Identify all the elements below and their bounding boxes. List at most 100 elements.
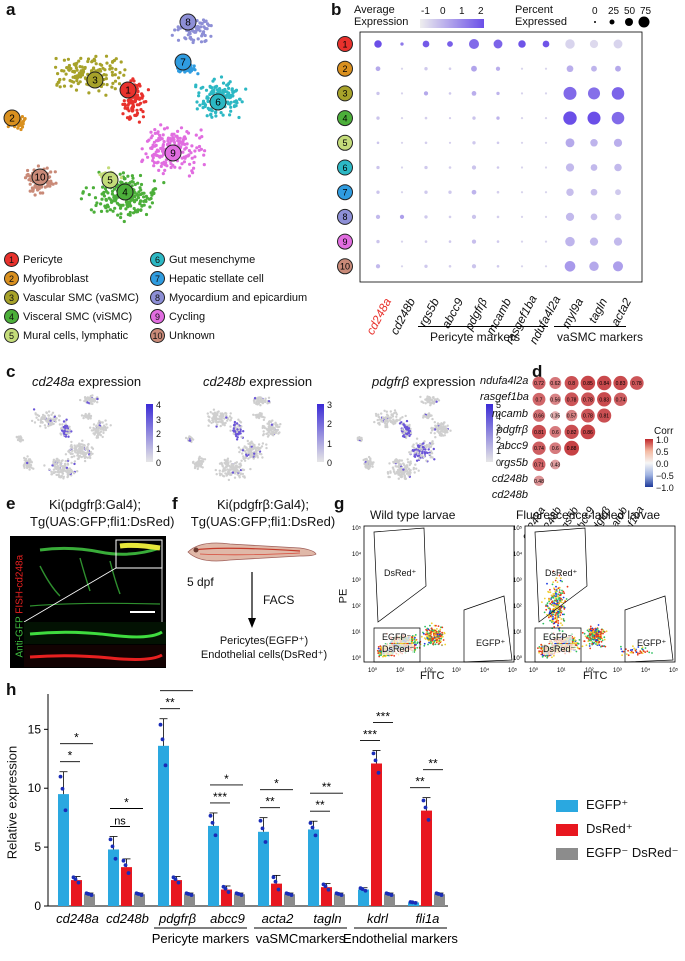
- feature-cell: [255, 446, 258, 449]
- flow-event: [438, 633, 441, 636]
- feature-cell: [431, 417, 434, 421]
- dotplot-dot: [518, 40, 526, 48]
- cluster-legend-dot: 6: [150, 252, 165, 267]
- feature-cell: [41, 415, 44, 419]
- feature-cell: [274, 429, 278, 432]
- feature-scale-tick: 1: [496, 446, 502, 457]
- feature-cell: [424, 448, 427, 451]
- umap-cell: [229, 109, 233, 113]
- feature-cell: [106, 426, 109, 429]
- feature-cell: [427, 448, 430, 451]
- dotplot-dot: [424, 116, 428, 120]
- feature-cell: [444, 425, 447, 428]
- corr-colorbar-tick: 1.0: [656, 435, 669, 445]
- umap-cell: [111, 209, 115, 213]
- dotplot-row-marker: [337, 208, 353, 225]
- umap-cell: [237, 115, 241, 120]
- feature-cell: [49, 419, 52, 422]
- umap-cell: [119, 60, 123, 64]
- flow-event: [601, 645, 603, 648]
- feature-cell: [73, 449, 76, 452]
- feature-cell: [104, 419, 107, 422]
- feature-cell: [64, 469, 67, 473]
- feature-cell: [86, 448, 90, 451]
- dotplot-dot: [496, 166, 500, 169]
- umap-cell: [197, 94, 201, 98]
- feature-cell: [78, 445, 82, 448]
- microscopy-side-label: Anti-GFP FISH-cd248a: [15, 555, 26, 658]
- feature-cell: [89, 417, 92, 420]
- corr-cell: [531, 424, 547, 439]
- flow-event: [575, 644, 578, 647]
- feature-cell: [439, 426, 442, 429]
- feature-cell: [70, 430, 73, 433]
- flow-event: [541, 650, 544, 652]
- dotplot-dot: [448, 190, 452, 194]
- feature-cell: [47, 417, 50, 420]
- dotplot-dot: [423, 91, 429, 96]
- feature-cell: [241, 452, 244, 455]
- flow-event: [435, 630, 438, 633]
- umap-cell: [174, 134, 178, 138]
- feature-plot-title: cd248a expression: [32, 374, 141, 389]
- feature-cell: [228, 415, 232, 418]
- feature-cell: [94, 429, 98, 432]
- flow-event: [573, 642, 575, 645]
- feature-cell: [61, 423, 64, 426]
- umap-cell: [45, 166, 49, 170]
- feature-cell: [66, 474, 70, 478]
- flow-event: [436, 639, 438, 641]
- umap-cell: [231, 94, 235, 98]
- umap-cell: [231, 90, 235, 95]
- feature-cell: [23, 456, 26, 460]
- feature-cell: [245, 446, 248, 449]
- feature-cell: [88, 412, 91, 415]
- feature-cell: [402, 462, 405, 465]
- feature-cell: [70, 443, 73, 447]
- feature-cell: [258, 452, 261, 455]
- feature-cell: [60, 429, 64, 432]
- panel-letter-b: b: [331, 0, 342, 19]
- feature-cell: [88, 396, 91, 400]
- feature-cell: [214, 468, 217, 472]
- cluster-legend-item: 8 Myocardium and epicardium: [150, 290, 307, 305]
- corr-value: 0.82: [567, 430, 577, 436]
- feature-cell: [76, 444, 79, 447]
- umap-cell: [104, 93, 108, 97]
- feature-cell: [243, 459, 247, 462]
- dotplot-dot: [424, 141, 428, 145]
- umap-cell: [105, 83, 109, 87]
- dotplot-dot: [590, 139, 598, 147]
- umap-cell: [83, 76, 87, 80]
- feature-cell: [265, 443, 268, 446]
- umap-cell: [155, 148, 159, 152]
- feature-cell: [209, 411, 212, 414]
- flow-event: [593, 641, 596, 644]
- umap-cell: [137, 82, 141, 86]
- feature-cell: [105, 423, 108, 426]
- cluster-legend-label: Unknown: [169, 329, 215, 342]
- feature-cell: [77, 451, 80, 454]
- umap-cell: [173, 165, 177, 169]
- dotplot-row-label: 9: [342, 237, 347, 247]
- flow-event: [426, 627, 429, 630]
- feature-cell: [197, 463, 201, 467]
- corr-cell: [581, 408, 595, 423]
- umap-cell: [184, 37, 188, 41]
- umap-cell: [212, 77, 216, 81]
- feature-cell: [252, 413, 255, 416]
- umap-cell: [127, 101, 131, 106]
- flow-event: [424, 633, 427, 636]
- feature-cell: [430, 441, 433, 444]
- flow-event: [414, 636, 416, 639]
- feature-cell: [109, 424, 112, 427]
- feature-cell: [37, 418, 40, 421]
- flow-x-tick: 10³: [452, 668, 461, 674]
- feature-cell: [102, 431, 105, 435]
- feature-cell: [54, 417, 57, 420]
- feature-cell: [97, 421, 100, 425]
- feature-cell: [385, 410, 388, 413]
- feature-cell: [215, 423, 219, 426]
- feature-cell: [431, 400, 435, 403]
- feature-cell: [58, 423, 62, 426]
